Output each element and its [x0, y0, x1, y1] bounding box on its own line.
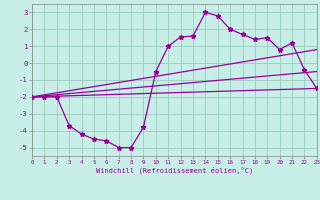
X-axis label: Windchill (Refroidissement éolien,°C): Windchill (Refroidissement éolien,°C) — [96, 167, 253, 174]
